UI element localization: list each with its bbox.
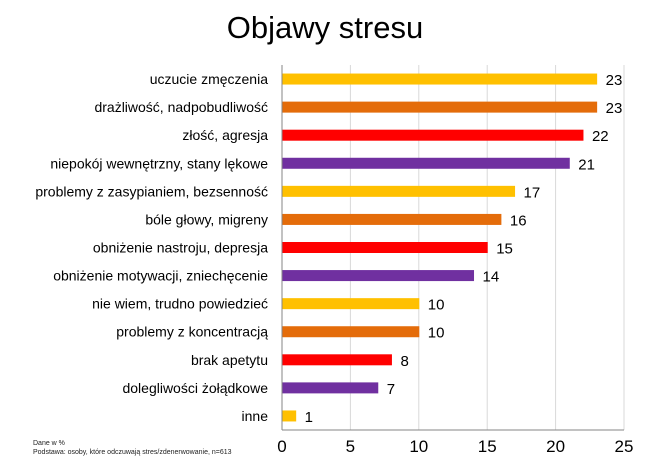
category-label: bóle głowy, migreny bbox=[145, 211, 268, 227]
category-label: uczucie zmęczenia bbox=[150, 71, 268, 87]
value-label: 15 bbox=[496, 241, 513, 258]
bar bbox=[282, 101, 598, 113]
value-label: 23 bbox=[606, 100, 623, 117]
category-label: niepokój wewnętrzny, stany lękowe bbox=[50, 155, 268, 171]
category-label: złość, agresja bbox=[182, 127, 268, 143]
bar bbox=[282, 185, 516, 197]
category-label: drażliwość, nadpobudliwość bbox=[94, 99, 268, 115]
bar bbox=[282, 73, 598, 85]
bar bbox=[282, 242, 488, 253]
bar bbox=[282, 382, 379, 394]
bar bbox=[282, 270, 475, 282]
x-tick-label: 5 bbox=[346, 437, 355, 456]
value-label: 7 bbox=[387, 381, 395, 398]
value-label: 22 bbox=[592, 128, 609, 145]
category-label: inne bbox=[242, 408, 269, 424]
value-label: 21 bbox=[578, 156, 595, 173]
value-label: 17 bbox=[524, 184, 541, 201]
value-label: 10 bbox=[428, 325, 445, 342]
value-label: 23 bbox=[606, 72, 623, 89]
category-label: obniżenie motywacji, zniechęcenie bbox=[53, 268, 268, 284]
category-label: brak apetytu bbox=[191, 352, 268, 368]
category-label: problemy z koncentracją bbox=[116, 324, 268, 340]
category-label: nie wiem, trudno powiedzieć bbox=[92, 296, 268, 312]
value-label: 1 bbox=[305, 409, 313, 426]
category-label: problemy z zasypianiem, bezsenność bbox=[35, 183, 268, 199]
chart-title: Objawy stresu bbox=[226, 10, 424, 45]
category-label: dolegliwości żołądkowe bbox=[122, 380, 268, 396]
bar bbox=[282, 157, 570, 169]
x-tick-label: 25 bbox=[615, 437, 634, 456]
bar bbox=[282, 298, 420, 310]
category-label: obniżenie nastroju, depresja bbox=[93, 240, 268, 256]
x-tick-label: 10 bbox=[409, 437, 428, 456]
bar bbox=[282, 129, 584, 141]
bar bbox=[282, 354, 392, 366]
bar bbox=[282, 213, 502, 225]
value-label: 16 bbox=[510, 212, 527, 229]
value-label: 14 bbox=[483, 269, 500, 286]
footnote-base: Podstawa: osoby, które odczuwają stres/z… bbox=[33, 449, 232, 456]
x-tick-label: 15 bbox=[478, 437, 497, 456]
value-label: 10 bbox=[428, 297, 445, 314]
bar bbox=[282, 326, 420, 338]
x-tick-label: 0 bbox=[277, 437, 286, 456]
bar bbox=[282, 410, 297, 422]
footnote-data-unit: Dane w % bbox=[33, 440, 65, 447]
value-label: 8 bbox=[400, 353, 408, 370]
x-tick-label: 20 bbox=[546, 437, 565, 456]
